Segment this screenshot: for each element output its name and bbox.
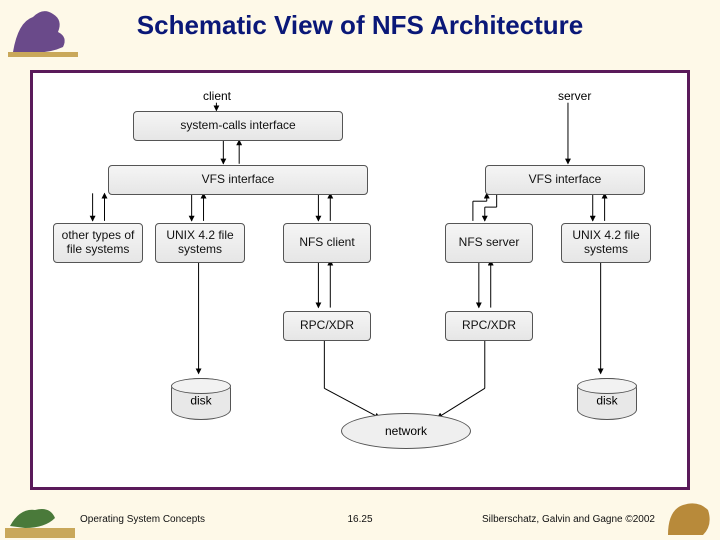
diagram-frame: client server	[30, 70, 690, 490]
disk-server-label: disk	[596, 393, 617, 407]
slide-title: Schematic View of NFS Architecture	[0, 10, 720, 41]
footer-left: Operating System Concepts	[80, 514, 205, 525]
disk-server: disk	[577, 378, 637, 420]
box-nfs-client: NFS client	[283, 223, 371, 263]
box-rpc-server: RPC/XDR	[445, 311, 533, 341]
box-other-fs: other types offile systems	[53, 223, 143, 263]
box-unix-server: UNIX 4.2 filesystems	[561, 223, 651, 263]
disk-client-label: disk	[190, 393, 211, 407]
box-rpc-client: RPC/XDR	[283, 311, 371, 341]
box-nfs-server: NFS server	[445, 223, 533, 263]
label-client: client	[203, 89, 231, 103]
footer-center: 16.25	[347, 514, 372, 525]
label-server: server	[558, 89, 591, 103]
disk-client: disk	[171, 378, 231, 420]
box-unix-client: UNIX 4.2 filesystems	[155, 223, 245, 263]
diagram: client server	[53, 83, 667, 477]
footer-right: Silberschatz, Galvin and Gagne ©2002	[482, 514, 655, 525]
box-vfs-client: VFS interface	[108, 165, 368, 195]
network-oval: network	[341, 413, 471, 449]
footer: Operating System Concepts 16.25 Silbersc…	[0, 514, 720, 534]
box-vfs-server: VFS interface	[485, 165, 645, 195]
box-syscalls: system-calls interface	[133, 111, 343, 141]
